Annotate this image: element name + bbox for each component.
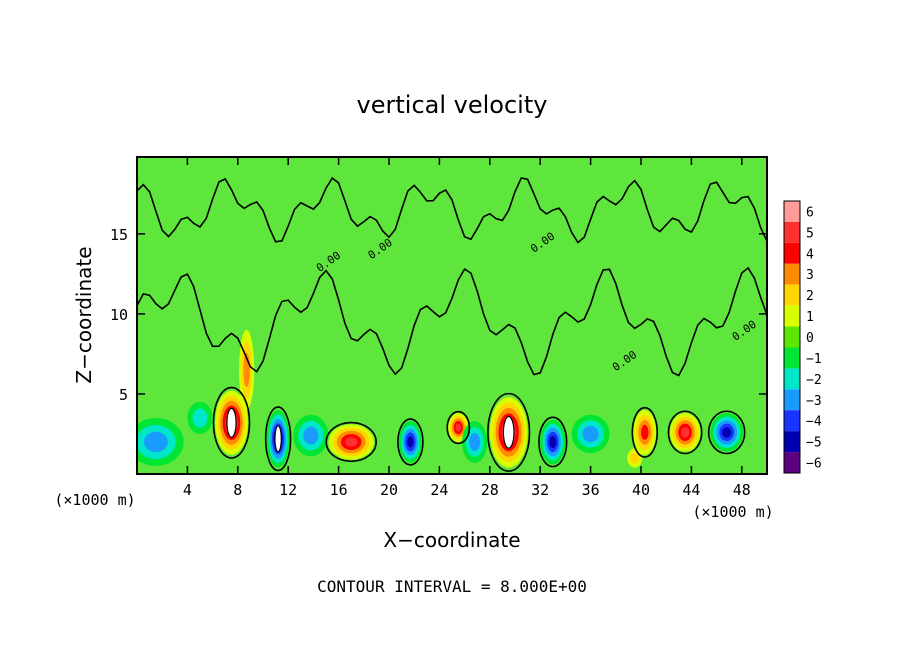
zero-contour: [264, 406, 292, 472]
velocity-band: [641, 424, 649, 440]
downdraft-cell: [540, 419, 566, 465]
y-tick-label: 15: [110, 226, 128, 244]
velocity-band: [582, 425, 599, 443]
chart-title: vertical velocity: [357, 91, 548, 119]
x-axis-unit-left: (×1000 m): [54, 491, 135, 509]
colorbar-frame: [783, 200, 801, 474]
colorbar-swatch: [784, 410, 800, 432]
updraft-cell: [633, 409, 657, 455]
colorbar-label: 1: [806, 310, 814, 325]
zero-contour: [137, 266, 767, 377]
zero-contour: [212, 386, 251, 459]
updraft-cell: [215, 390, 248, 455]
updraft-cell: [627, 448, 643, 468]
colorbar-label: 4: [806, 247, 814, 262]
zero-contour: [538, 416, 568, 468]
colorbar: 6 5 4 3 2 1 0 −1 −2 −3 −4 −5 −6: [783, 200, 822, 474]
peak-core: [502, 415, 515, 449]
x-axis: 4 8 12 16 20 24 28 32 36 40 44 48: [183, 157, 751, 499]
colorbar-label: 5: [806, 226, 814, 241]
y-axis: 5 10 15: [110, 226, 767, 404]
x-axis-unit-right: (×1000 m): [692, 503, 773, 521]
colorbar-label: −2: [806, 373, 822, 388]
y-tick-label: 10: [110, 306, 128, 324]
x-tick-label: 44: [682, 481, 700, 499]
velocity-band: [549, 435, 557, 449]
updraft-cell: [239, 329, 255, 410]
zero-contour: [325, 421, 377, 463]
x-axis-label: X−coordinate: [383, 528, 520, 552]
colorbar-swatch: [784, 326, 800, 348]
x-tick-label: 20: [380, 481, 398, 499]
colorbar-swatch: [784, 242, 800, 264]
downdraft-cell: [462, 421, 488, 463]
y-tick-label: 5: [119, 386, 128, 404]
colorbar-swatch: [784, 305, 800, 327]
downdraft-cell: [399, 421, 422, 463]
downdraft-cell: [266, 409, 290, 468]
contour-interval-note: CONTOUR INTERVAL = 8.000E+00: [317, 577, 587, 596]
zero-contour: [397, 418, 424, 466]
downdraft-cell: [710, 413, 744, 452]
downdraft-cell: [187, 401, 213, 434]
colorbar-label: −5: [806, 436, 822, 451]
colorbar-swatch: [784, 201, 800, 222]
colorbar-swatch: [784, 347, 800, 369]
updraft-cell: [328, 424, 374, 460]
x-tick-label: 48: [733, 481, 751, 499]
zero-contour: [631, 406, 659, 458]
x-tick-label: 32: [531, 481, 549, 499]
colorbar-swatch: [784, 368, 800, 390]
peak-core: [274, 425, 282, 453]
zero-contour: [137, 176, 767, 244]
colorbar-swatch: [784, 452, 800, 473]
colorbar-swatch: [784, 263, 800, 285]
colorbar-swatch: [784, 431, 800, 453]
x-tick-label: 16: [330, 481, 348, 499]
velocity-band: [680, 427, 690, 438]
colorbar-swatch: [784, 284, 800, 306]
updraft-cell: [489, 397, 528, 468]
x-tick-label: 28: [481, 481, 499, 499]
colorbar-label: 0: [806, 331, 814, 346]
colorbar-label: −1: [806, 352, 822, 367]
zero-contour: [446, 410, 471, 445]
x-tick-label: 40: [632, 481, 650, 499]
colorbar-label: 3: [806, 268, 814, 283]
colorbar-label: −6: [806, 457, 822, 472]
peak-core: [226, 407, 237, 438]
zero-contour: [707, 410, 746, 455]
velocity-band: [144, 431, 168, 453]
velocity-band: [192, 408, 208, 428]
zero-contour: [667, 410, 703, 455]
colorbar-label: −3: [806, 394, 822, 409]
y-axis-label: Z−coordinate: [72, 246, 96, 383]
downdraft-cell: [137, 417, 184, 466]
x-tick-label: 36: [582, 481, 600, 499]
colorbar-swatch: [784, 221, 800, 243]
velocity-band: [722, 427, 732, 438]
updraft-cell: [669, 413, 701, 452]
x-tick-label: 8: [233, 481, 242, 499]
velocity-band: [345, 437, 358, 447]
velocity-band: [303, 426, 319, 445]
colorbar-label: 2: [806, 289, 814, 304]
x-tick-label: 12: [279, 481, 297, 499]
zero-contour: [487, 392, 531, 472]
plot-frame: [136, 156, 768, 475]
x-tick-label: 24: [430, 481, 448, 499]
x-tick-label: 4: [183, 481, 192, 499]
plot-area: 0.00 0.00 0.000.000.00: [136, 156, 768, 475]
velocity-band: [407, 436, 414, 448]
downdraft-cell: [293, 414, 329, 457]
colorbar-label: 6: [806, 205, 814, 220]
downdraft-cell: [571, 414, 610, 454]
colorbar-swatch: [784, 389, 800, 411]
colorbar-label: −4: [806, 415, 822, 430]
velocity-band: [469, 433, 481, 451]
velocity-band: [455, 423, 462, 432]
velocity-band: [630, 452, 640, 464]
